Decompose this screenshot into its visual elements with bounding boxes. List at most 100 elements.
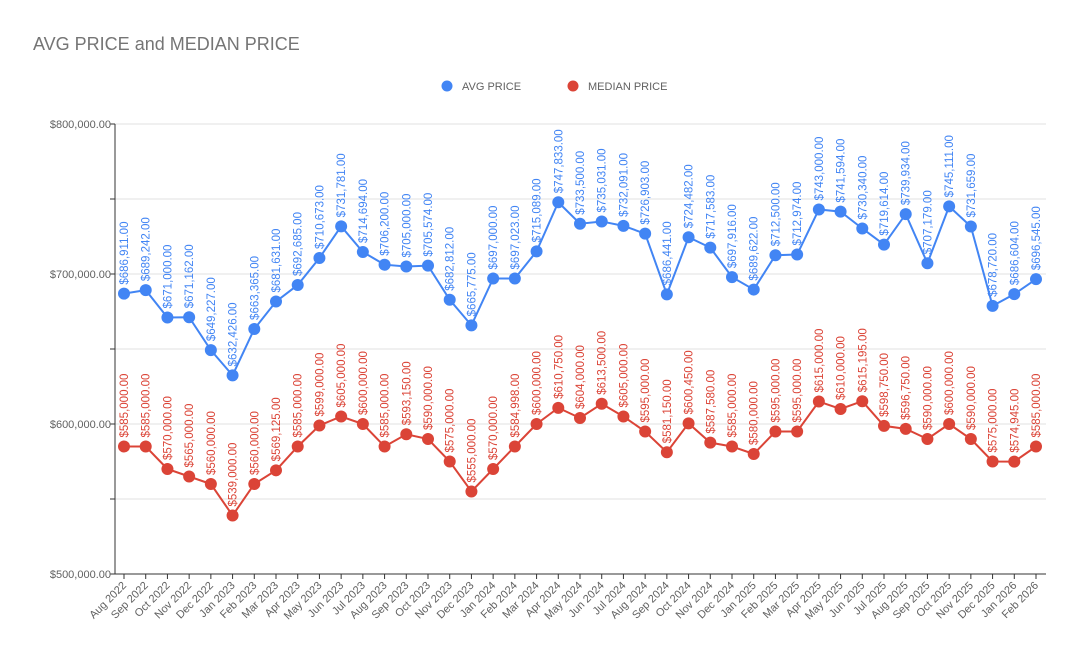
avg-point	[769, 249, 782, 262]
y-tick-label: $700,000.00	[50, 269, 111, 281]
median-data-label: $585,000.00	[380, 374, 392, 438]
avg-point	[487, 272, 500, 285]
median-point	[487, 463, 500, 475]
avg-data-label: $682,812.00	[445, 227, 457, 291]
median-point	[617, 410, 630, 423]
median-data-label: $615,000.00	[814, 329, 826, 393]
median-data-label: $585,000.00	[1031, 374, 1043, 438]
median-data-label: $590,000.00	[922, 366, 934, 430]
avg-point	[356, 245, 369, 258]
median-data-label: $596,750.00	[901, 356, 913, 420]
median-point	[552, 401, 565, 414]
median-point	[899, 422, 912, 435]
median-point	[943, 418, 956, 430]
median-data-label: $590,000.00	[423, 366, 435, 430]
avg-data-label: $681,631.00	[271, 229, 283, 293]
avg-data-label: $663,365.00	[249, 256, 261, 320]
avg-point	[204, 344, 217, 357]
avg-data-label: $705,000.00	[401, 194, 413, 258]
avg-data-label: $731,781.00	[336, 153, 348, 217]
median-data-label: $580,000.00	[749, 381, 761, 445]
median-point	[921, 433, 934, 445]
median-data-label: $575,000.00	[988, 389, 1000, 453]
avg-data-label: $686,441.00	[662, 221, 674, 285]
avg-point	[226, 369, 239, 382]
avg-data-label: $697,916.00	[727, 204, 739, 268]
median-data-label: $600,000.00	[532, 351, 544, 415]
median-point	[834, 403, 847, 415]
median-data-label: $585,000.00	[141, 374, 153, 438]
median-data-label: $600,000.00	[358, 351, 370, 415]
median-data-label: $585,000.00	[119, 374, 131, 438]
avg-data-label: $710,673.00	[314, 185, 326, 249]
avg-data-label: $717,583.00	[705, 175, 717, 239]
median-point	[508, 440, 521, 453]
legend-marker-median	[567, 80, 579, 92]
avg-point	[508, 272, 521, 285]
avg-point	[270, 295, 282, 308]
avg-point	[443, 293, 456, 306]
median-data-label: $598,750.00	[879, 353, 891, 417]
legend-label: AVG PRICE	[462, 81, 521, 93]
avg-data-label: $739,934.00	[901, 141, 913, 205]
median-point	[986, 455, 999, 468]
avg-data-label: $747,833.00	[553, 129, 565, 193]
avg-point	[704, 241, 717, 254]
avg-data-label: $686,604.00	[1009, 221, 1021, 285]
median-point	[204, 478, 217, 490]
median-data-label: $600,450.00	[684, 350, 696, 414]
median-data-label: $575,000.00	[445, 389, 457, 453]
avg-point	[183, 311, 196, 324]
avg-point	[726, 271, 738, 284]
avg-point	[639, 227, 652, 240]
median-data-label: $581,150.00	[662, 379, 674, 443]
median-data-label: $595,000.00	[770, 359, 782, 423]
avg-point	[139, 284, 152, 297]
median-point	[378, 440, 391, 453]
avg-point	[878, 238, 890, 251]
y-tick-label: $800,000.00	[50, 119, 111, 131]
median-point	[313, 419, 326, 432]
avg-point	[400, 260, 413, 273]
legend-marker-avg	[441, 80, 453, 92]
median-data-label: $539,000.00	[228, 443, 240, 507]
median-point	[248, 478, 261, 490]
median-data-label: $585,000.00	[293, 374, 305, 438]
avg-data-label: $724,482.00	[684, 164, 696, 228]
avg-point	[552, 196, 565, 209]
avg-point	[248, 322, 261, 335]
avg-point	[921, 257, 934, 270]
avg-point	[1030, 273, 1042, 286]
avg-point	[595, 215, 608, 228]
median-point	[400, 428, 413, 441]
avg-data-label: $678,720.00	[988, 233, 1000, 297]
median-data-label: $604,000.00	[575, 345, 587, 409]
median-data-label: $599,000.00	[314, 353, 326, 417]
median-point	[161, 463, 174, 475]
median-data-label: $585,000.00	[727, 374, 739, 438]
median-data-label: $587,580.00	[705, 370, 717, 434]
avg-point	[986, 299, 999, 312]
median-data-label: $610,000.00	[836, 336, 848, 400]
median-data-label: $595,000.00	[640, 359, 652, 423]
avg-point	[422, 259, 434, 272]
median-data-label: $595,000.00	[792, 359, 804, 423]
avg-data-label: $665,775.00	[466, 252, 478, 316]
median-point	[530, 418, 543, 430]
avg-point	[964, 220, 977, 233]
median-point	[704, 436, 717, 449]
median-point	[270, 464, 282, 477]
avg-point	[660, 288, 673, 301]
median-point	[791, 425, 804, 438]
avg-data-label: $719,614.00	[879, 172, 891, 236]
avg-data-label: $712,500.00	[770, 182, 782, 246]
avg-point	[574, 217, 586, 230]
avg-point	[313, 251, 326, 264]
median-data-label: $615,195.00	[857, 328, 869, 392]
avg-data-label: $735,031.00	[597, 149, 609, 213]
avg-point	[834, 205, 847, 218]
median-point	[443, 455, 456, 468]
avg-data-label: $712,974.00	[792, 182, 804, 246]
median-data-label: $605,000.00	[618, 344, 630, 408]
